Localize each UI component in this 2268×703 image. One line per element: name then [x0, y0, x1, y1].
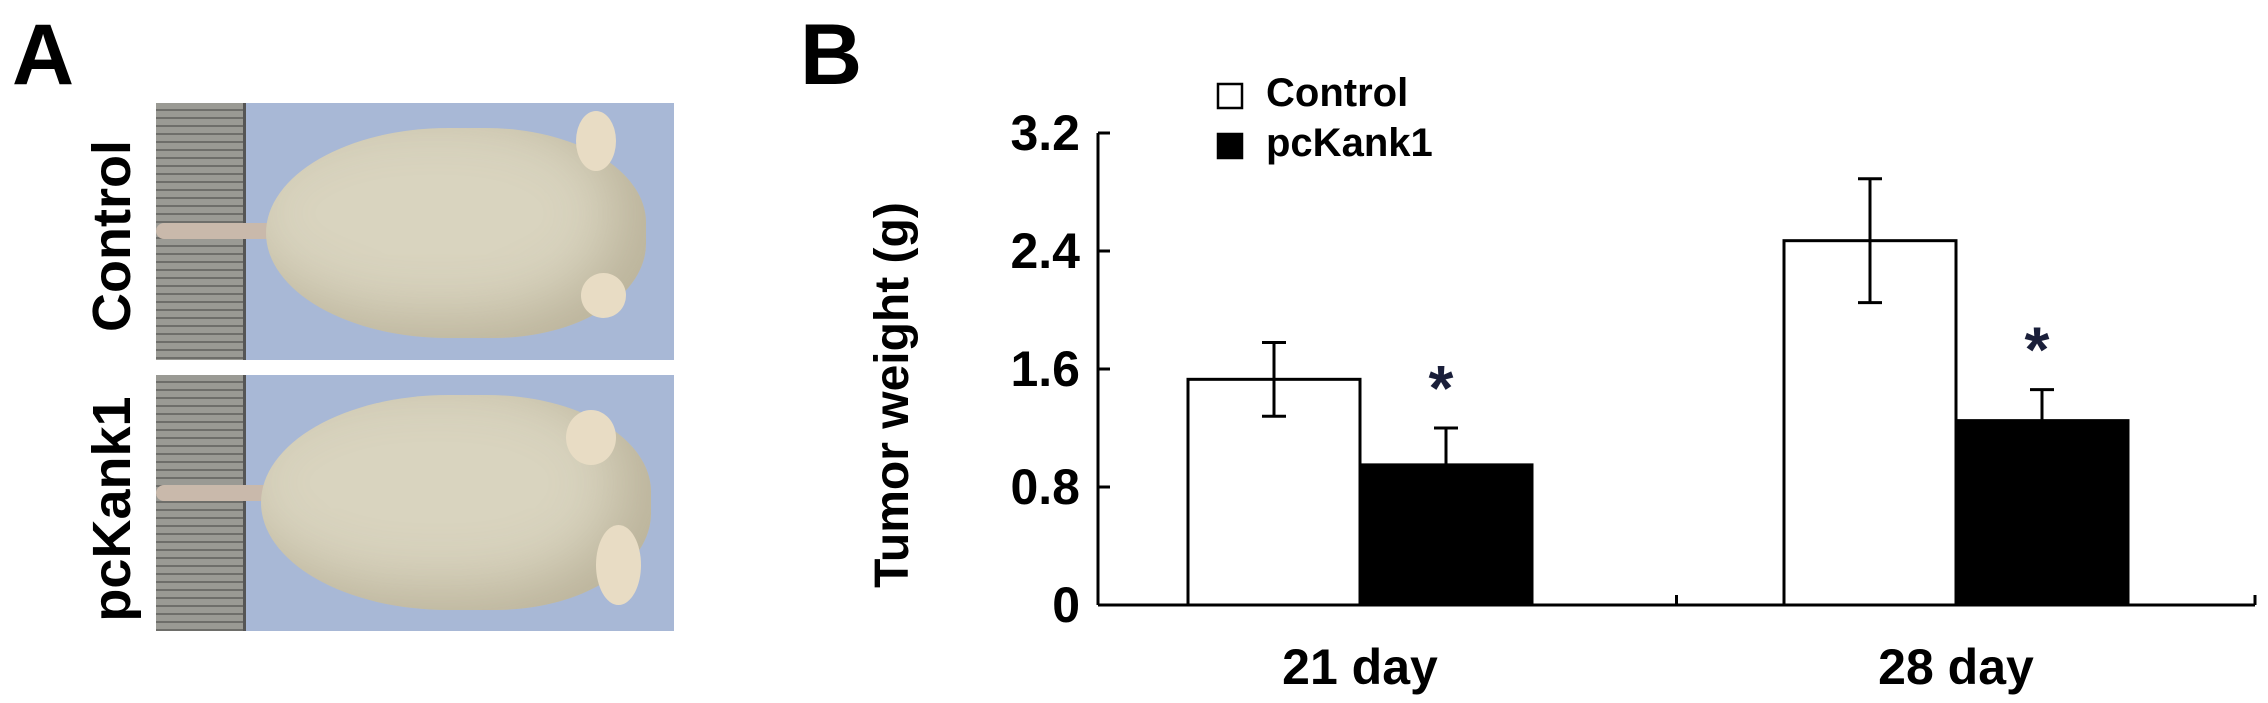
mouse-ear [566, 410, 616, 465]
x-category-label: 28 day [1878, 639, 2034, 695]
legend-label-control: Control [1266, 71, 1408, 115]
mouse-ear [581, 273, 626, 318]
significance-asterisk: * [1429, 352, 1454, 424]
legend-label-pckank1: pcKank1 [1266, 121, 1433, 165]
legend-swatch-control [1216, 82, 1244, 110]
panel-a-label: A [12, 7, 75, 103]
legend-swatch-pckank1 [1216, 132, 1244, 160]
y-tick-label: 3.2 [1010, 105, 1080, 161]
y-tick-label: 2.4 [1010, 223, 1080, 279]
y-axis-label: Tumor weight (g) [866, 202, 919, 588]
mouse-tail [156, 485, 286, 501]
panel-b-label: B [800, 7, 863, 103]
y-tick-label: 0.8 [1010, 459, 1080, 515]
significance-asterisk: * [2025, 314, 2050, 386]
mouse-photo-control [156, 103, 674, 360]
ruler [156, 375, 246, 631]
y-tick-label: 0 [1052, 577, 1080, 633]
mouse-tail [156, 223, 286, 239]
y-tick-label: 1.6 [1010, 341, 1080, 397]
mouse-ear [576, 111, 616, 171]
mouse-photo-pckank1 [156, 375, 674, 631]
x-category-label: 21 day [1282, 639, 1438, 695]
mouse-ear [596, 525, 641, 605]
